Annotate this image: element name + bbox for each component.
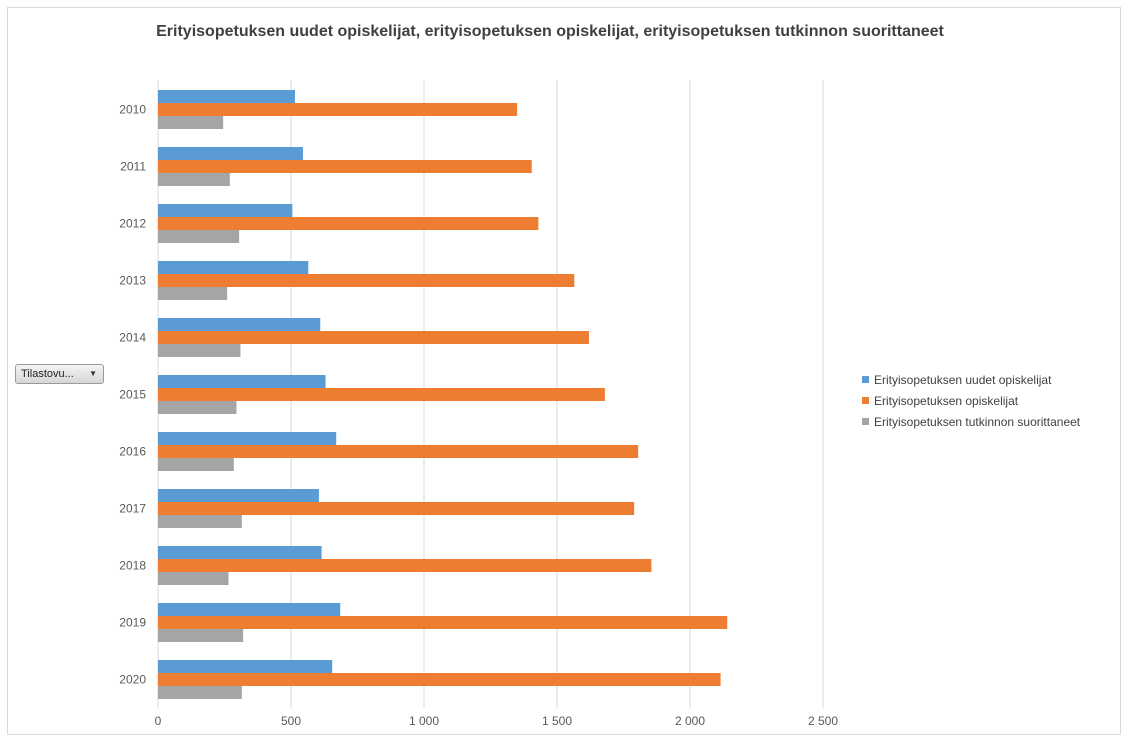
filter-dropdown-button[interactable]: Tilastovu... ▼ (15, 364, 104, 384)
category-label: 2016 (119, 445, 146, 459)
category-label: 2020 (119, 673, 146, 687)
legend-item-3[interactable]: Erityisopetuksen tutkinnon suorittaneet (862, 411, 1080, 432)
bar-2015-series-1[interactable] (158, 375, 326, 388)
legend: Erityisopetuksen uudet opiskelijat Erityi… (862, 369, 1080, 432)
category-label: 2011 (120, 160, 146, 174)
bar-2018-series-2[interactable] (158, 559, 652, 572)
bar-2020-series-2[interactable] (158, 673, 721, 686)
bar-2012-series-3[interactable] (158, 230, 240, 243)
bar-2018-series-1[interactable] (158, 546, 322, 559)
bar-2010-series-2[interactable] (158, 103, 518, 116)
legend-swatch (862, 376, 869, 383)
bar-2020-series-1[interactable] (158, 660, 333, 673)
bar-2014-series-1[interactable] (158, 318, 321, 331)
bar-2019-series-3[interactable] (158, 629, 244, 642)
x-tick-label: 0 (155, 714, 162, 728)
bar-2016-series-1[interactable] (158, 432, 337, 445)
legend-swatch (862, 418, 869, 425)
category-label: 2018 (119, 559, 146, 573)
category-label: 2010 (119, 103, 146, 117)
category-label: 2019 (119, 616, 146, 630)
chart-title: Erityisopetuksen uudet opiskelijat, erit… (156, 23, 944, 40)
bar-2012-series-1[interactable] (158, 204, 293, 217)
category-label: 2013 (119, 274, 146, 288)
bar-2016-series-3[interactable] (158, 458, 234, 471)
bar-2013-series-2[interactable] (158, 274, 575, 287)
x-tick-label: 500 (281, 714, 301, 728)
bar-2020-series-3[interactable] (158, 686, 242, 699)
category-label: 2017 (119, 502, 146, 516)
bar-2019-series-1[interactable] (158, 603, 341, 616)
bar-2017-series-3[interactable] (158, 515, 242, 528)
bar-2013-series-1[interactable] (158, 261, 309, 274)
bar-2011-series-1[interactable] (158, 147, 303, 160)
bar-2015-series-3[interactable] (158, 401, 237, 414)
bar-2017-series-2[interactable] (158, 502, 635, 515)
category-label: 2015 (119, 388, 146, 402)
category-labels: 2010 2011 2012 2013 2014 2015 2016 2017 2018 2019… (119, 103, 146, 687)
x-tick-label: 1 000 (409, 714, 439, 728)
filter-dropdown-label: Tilastovu... (21, 368, 74, 380)
bar-2014-series-2[interactable] (158, 331, 589, 344)
bar-2017-series-1[interactable] (158, 489, 319, 502)
dropdown-arrow-icon: ▼ (89, 369, 97, 378)
bar-2012-series-2[interactable] (158, 217, 539, 230)
bar-2016-series-2[interactable] (158, 445, 639, 458)
x-tick-label: 2 500 (808, 714, 838, 728)
bar-2011-series-2[interactable] (158, 160, 532, 173)
bar-2019-series-2[interactable] (158, 616, 728, 629)
legend-label: Erityisopetuksen uudet opiskelijat (874, 372, 1052, 387)
bars (158, 90, 728, 699)
x-tick-label: 2 000 (675, 714, 705, 728)
legend-swatch (862, 397, 869, 404)
legend-label: Erityisopetuksen tutkinnon suorittaneet (874, 414, 1081, 429)
bar-2011-series-3[interactable] (158, 173, 230, 186)
bar-2010-series-3[interactable] (158, 116, 224, 129)
x-tick-labels: 0 500 1 000 1 500 2 000 2 500 (155, 714, 839, 728)
bar-2014-series-3[interactable] (158, 344, 241, 357)
bar-2015-series-2[interactable] (158, 388, 605, 401)
legend-item-1[interactable]: Erityisopetuksen uudet opiskelijat (862, 369, 1080, 390)
legend-item-2[interactable]: Erityisopetuksen opiskelijat (862, 390, 1080, 411)
legend-label: Erityisopetuksen opiskelijat (874, 393, 1019, 408)
bar-2013-series-3[interactable] (158, 287, 228, 300)
x-tick-label: 1 500 (542, 714, 572, 728)
category-label: 2014 (119, 331, 146, 345)
bar-2018-series-3[interactable] (158, 572, 229, 585)
category-label: 2012 (119, 217, 146, 231)
bar-2010-series-1[interactable] (158, 90, 295, 103)
